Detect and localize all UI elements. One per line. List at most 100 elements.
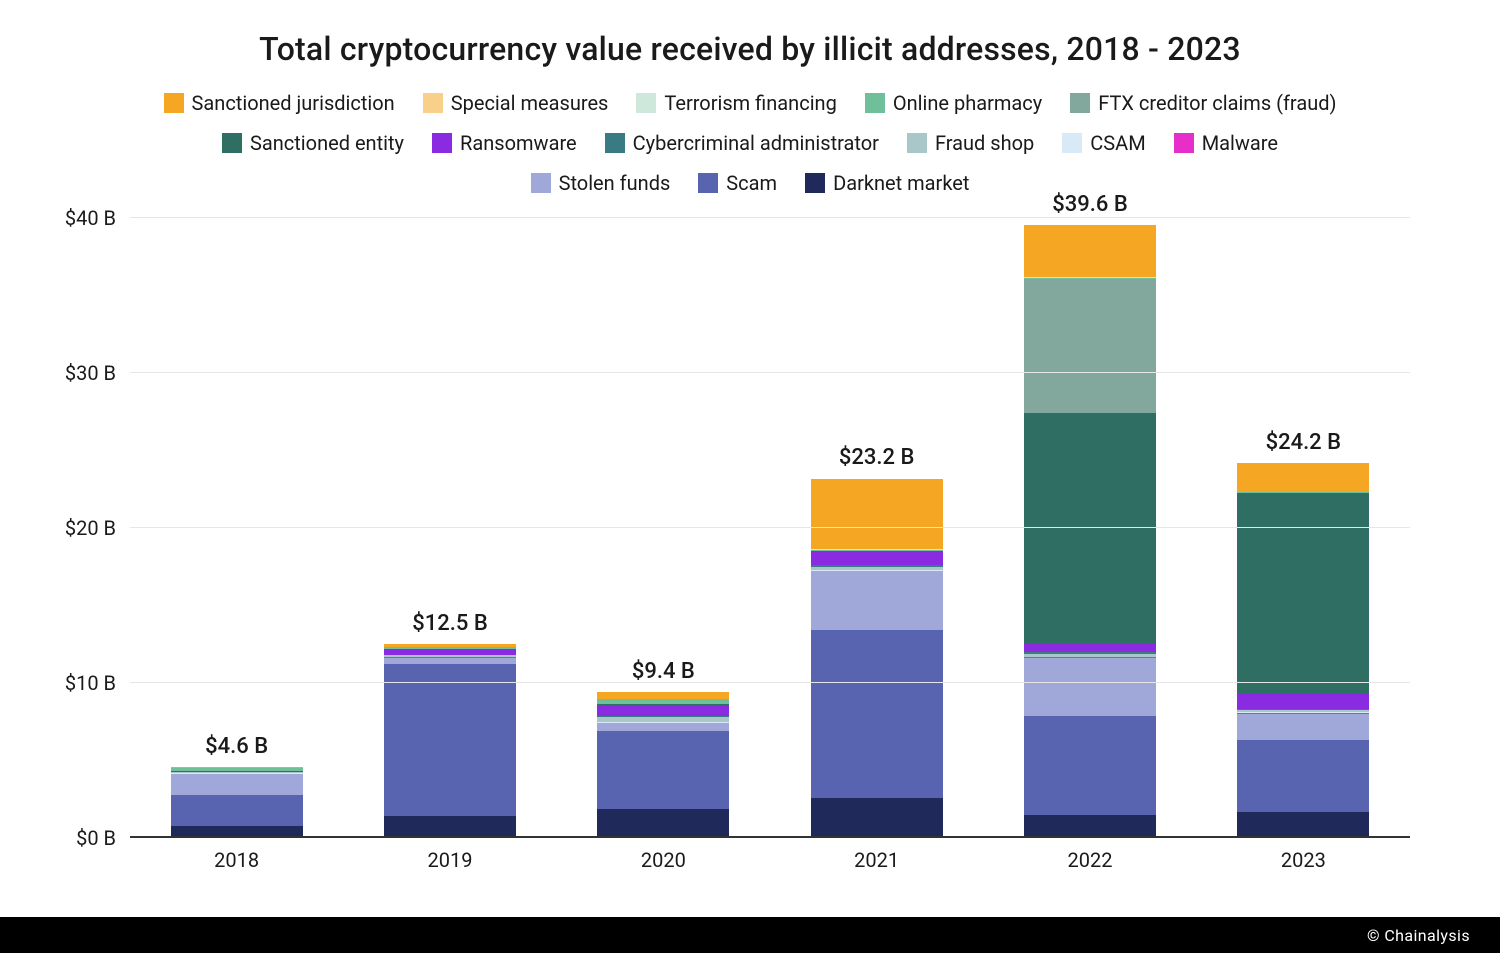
chart-page: Total cryptocurrency value received by i… — [0, 0, 1500, 953]
legend-item: Scam — [698, 166, 777, 200]
legend-swatch — [805, 173, 825, 193]
bar-segment — [1024, 815, 1156, 838]
y-tick-label: $0 B — [76, 826, 130, 850]
x-tick-label: 2021 — [854, 848, 899, 872]
bar-segment — [1237, 714, 1369, 740]
legend-swatch — [636, 93, 656, 113]
legend-label: Stolen funds — [559, 166, 671, 200]
bar-segment — [1024, 716, 1156, 815]
legend-swatch — [698, 173, 718, 193]
bar-segment — [384, 664, 516, 816]
legend-label: CSAM — [1090, 126, 1145, 160]
legend-label: Sanctioned jurisdiction — [192, 86, 395, 120]
legend-label: Fraud shop — [935, 126, 1034, 160]
bar-segment — [1024, 413, 1156, 642]
bar-total-label: $23.2 B — [839, 445, 915, 470]
legend-item: Sanctioned jurisdiction — [164, 86, 395, 120]
legend-label: Ransomware — [460, 126, 577, 160]
y-tick-label: $40 B — [65, 206, 130, 230]
legend-swatch — [531, 173, 551, 193]
bar-segment — [811, 630, 943, 797]
x-tick-label: 2022 — [1068, 848, 1113, 872]
bar-group: $24.2 B — [1237, 463, 1369, 838]
bar-group: $23.2 B — [811, 478, 943, 838]
x-tick-label: 2023 — [1281, 848, 1326, 872]
bar-total-label: $24.2 B — [1266, 430, 1342, 455]
plot-area: $4.6 B $12.5 B $9.4 B $23.2 B $39.6 B $24.2 B… — [130, 218, 1410, 838]
legend-item: Malware — [1174, 126, 1278, 160]
legend-item: Ransomware — [432, 126, 577, 160]
legend-label: Terrorism financing — [664, 86, 836, 120]
bar-segment — [811, 479, 943, 550]
bar-segment — [811, 798, 943, 838]
legend-swatch — [605, 133, 625, 153]
bar-group: $12.5 B — [384, 644, 516, 838]
legend-swatch — [222, 133, 242, 153]
x-tick-label: 2019 — [428, 848, 473, 872]
legend-label: Scam — [726, 166, 777, 200]
bar-segment — [597, 692, 729, 699]
x-axis-labels: 2018 2019 2020 2021 2022 2023 — [130, 838, 1410, 878]
bar-total-label: $4.6 B — [205, 734, 268, 759]
bar-segment — [1024, 279, 1156, 414]
y-tick-label: $10 B — [65, 671, 130, 695]
legend-item: Stolen funds — [531, 166, 671, 200]
legend-swatch — [423, 93, 443, 113]
legend-swatch — [907, 133, 927, 153]
legend-swatch — [432, 133, 452, 153]
footer-bar: © Chainalysis — [0, 917, 1500, 953]
legend-item: Sanctioned entity — [222, 126, 404, 160]
legend-swatch — [1062, 133, 1082, 153]
bar-segment — [1024, 225, 1156, 277]
bar-segment — [384, 816, 516, 838]
legend-label: Darknet market — [833, 166, 969, 200]
y-tick-label: $30 B — [65, 361, 130, 385]
bar-segment — [1024, 643, 1156, 652]
bar-group: $39.6 B — [1024, 225, 1156, 838]
bars-container: $4.6 B $12.5 B $9.4 B $23.2 B $39.6 B $24.2 B — [130, 218, 1410, 838]
chart-area: Total cryptocurrency value received by i… — [60, 30, 1440, 890]
bar-segment — [1237, 693, 1369, 709]
bar-group: $4.6 B — [171, 767, 303, 838]
bar-segment — [811, 551, 943, 565]
y-tick-label: $20 B — [65, 516, 130, 540]
legend-item: FTX creditor claims (fraud) — [1070, 86, 1336, 120]
bar-segment — [597, 809, 729, 838]
legend-item: CSAM — [1062, 126, 1145, 160]
bar-group: $9.4 B — [597, 692, 729, 838]
bar-segment — [171, 774, 303, 794]
grid-line — [130, 527, 1410, 528]
legend-label: Malware — [1202, 126, 1278, 160]
x-tick-label: 2018 — [214, 848, 259, 872]
bar-segment — [1237, 493, 1369, 693]
legend-item: Cybercriminal administrator — [605, 126, 879, 160]
bar-segment — [597, 705, 729, 716]
legend-label: Sanctioned entity — [250, 126, 404, 160]
legend-item: Online pharmacy — [865, 86, 1042, 120]
legend-item: Darknet market — [805, 166, 969, 200]
bar-segment — [1024, 658, 1156, 715]
x-tick-label: 2020 — [641, 848, 686, 872]
legend-label: Online pharmacy — [893, 86, 1042, 120]
bar-segment — [597, 731, 729, 809]
bar-segment — [1237, 740, 1369, 811]
bar-total-label: $39.6 B — [1052, 192, 1128, 217]
legend-swatch — [865, 93, 885, 113]
legend: Sanctioned jurisdiction Special measures T… — [150, 86, 1350, 200]
chart-title: Total cryptocurrency value received by i… — [60, 30, 1440, 68]
bar-total-label: $9.4 B — [632, 659, 695, 684]
grid-line — [130, 682, 1410, 683]
legend-item: Special measures — [423, 86, 609, 120]
footer-credit: © Chainalysis — [1367, 926, 1470, 945]
bar-segment — [1237, 463, 1369, 492]
legend-swatch — [1174, 133, 1194, 153]
bar-segment — [1237, 812, 1369, 838]
legend-swatch — [164, 93, 184, 113]
grid-line — [130, 217, 1410, 218]
bar-segment — [171, 795, 303, 826]
legend-label: Special measures — [451, 86, 609, 120]
legend-item: Terrorism financing — [636, 86, 836, 120]
bar-segment — [597, 723, 729, 731]
legend-item: Fraud shop — [907, 126, 1034, 160]
legend-label: Cybercriminal administrator — [633, 126, 879, 160]
